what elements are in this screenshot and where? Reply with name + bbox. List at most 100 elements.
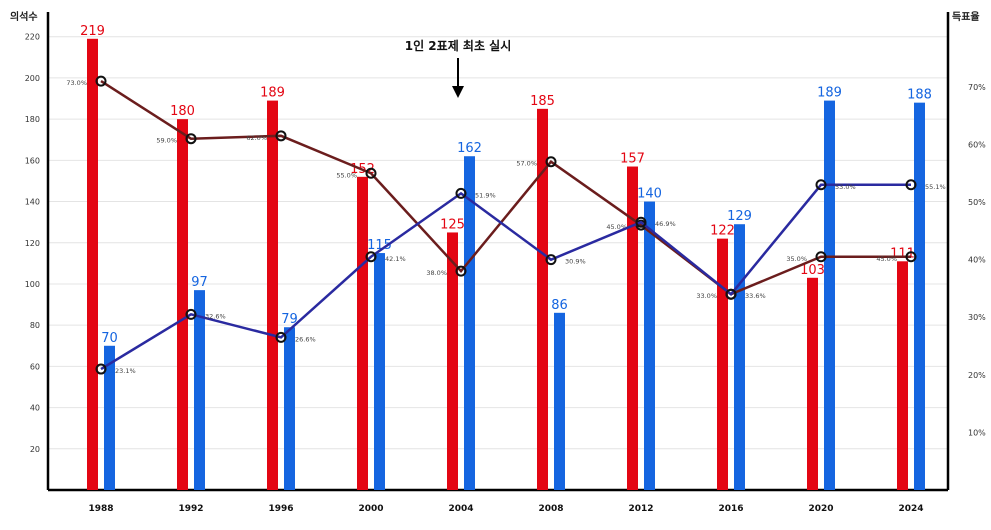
bar <box>897 261 908 490</box>
bar-data-label: 219 <box>80 24 105 39</box>
line-point <box>95 75 107 87</box>
line-data-label: 26.6% <box>295 335 316 343</box>
bar-data-label: 140 <box>637 187 662 202</box>
line-point <box>905 179 917 191</box>
line-data-label: 30.9% <box>565 258 586 266</box>
bar-data-label: 97 <box>191 275 208 290</box>
bar <box>284 327 295 490</box>
bar <box>104 345 115 490</box>
line-data-label: 53.0% <box>835 183 856 191</box>
bar <box>177 119 188 490</box>
y-right-ticks: 10% 20% 30% 40% 50% 60% 70% <box>968 83 986 438</box>
bar <box>644 201 655 490</box>
bar <box>267 100 278 491</box>
y-right-tick-label: 50% <box>968 198 986 207</box>
line-data-label: 55.0% <box>336 171 357 179</box>
line-data-label: 57.0% <box>516 160 537 168</box>
series-line <box>100 183 911 371</box>
y-left-tick-label: 40 <box>30 404 40 413</box>
line-data-label: 46.9% <box>655 220 676 228</box>
bar-data-label: 185 <box>530 94 555 109</box>
line-point <box>905 251 917 263</box>
line-point <box>725 288 737 300</box>
x-tick-label: 2004 <box>448 504 473 514</box>
bar <box>734 224 745 490</box>
x-tick-label: 2000 <box>358 504 383 514</box>
bar-data-label: 70 <box>101 331 118 346</box>
y-left-tick-label: 160 <box>25 156 40 165</box>
bar-data-label: 180 <box>170 104 195 119</box>
bar <box>464 156 475 491</box>
x-tick-label: 2024 <box>898 504 923 514</box>
annotation-text: 1인 2표제 최초 실시 <box>405 38 512 53</box>
x-tick-label: 1992 <box>178 504 203 514</box>
line-point <box>365 167 377 179</box>
annotation-arrow <box>452 58 464 98</box>
x-tick-label: 1996 <box>268 504 293 514</box>
line-point <box>815 251 827 263</box>
x-tick-label: 2008 <box>538 504 563 514</box>
bar <box>554 312 565 490</box>
line-point <box>635 216 647 228</box>
y-right-tick-label: 60% <box>968 140 986 149</box>
bar-data-label: 122 <box>710 224 735 239</box>
x-tick-label: 2016 <box>718 504 743 514</box>
bar-data-label: 189 <box>260 86 285 101</box>
bar <box>717 238 728 490</box>
y-left-tick-label: 20 <box>30 445 40 454</box>
line-point <box>455 265 467 277</box>
series-line <box>100 80 911 296</box>
y-left-tick-label: 100 <box>25 280 40 289</box>
line-point <box>275 130 287 142</box>
line-point <box>545 156 557 168</box>
bar <box>87 38 98 490</box>
bar-data-label: 129 <box>727 209 752 224</box>
y-right-tick-label: 70% <box>968 83 986 92</box>
y-right-label: 득표율 <box>952 11 980 23</box>
bar <box>357 176 368 491</box>
bar-data-label: 125 <box>440 217 465 232</box>
line-data-label: 55.1% <box>925 183 946 191</box>
y-left-tick-label: 220 <box>25 33 40 42</box>
line-point <box>185 308 197 320</box>
x-tick-label: 2020 <box>808 504 833 514</box>
bar-data-label: 189 <box>817 86 842 101</box>
line-point <box>815 179 827 191</box>
line-data-label: 23.1% <box>115 367 136 375</box>
y-left-tick-label: 80 <box>30 321 40 330</box>
line-data-label: 45.0% <box>606 223 627 231</box>
bar-data-label: 86 <box>551 298 568 313</box>
line-data-label: 59.0% <box>156 137 177 145</box>
y-right-tick-label: 40% <box>968 256 986 265</box>
line-data-label: 62.0% <box>246 134 267 142</box>
y-right-tick-label: 30% <box>968 313 986 322</box>
line-point <box>185 133 197 145</box>
bar-data-label: 188 <box>907 88 932 103</box>
y-left-label: 의석수 <box>10 10 38 23</box>
line-point <box>275 331 287 343</box>
bar <box>914 102 925 490</box>
x-tick-labels: 1988 1992 1996 2000 2004 2008 2012 2016 2020 2024 <box>88 504 923 514</box>
x-tick-label: 2012 <box>628 504 653 514</box>
bar <box>627 166 638 490</box>
line-data-label: 35.0% <box>786 255 807 263</box>
bar-data-label: 79 <box>281 312 298 327</box>
bar-data-label: 115 <box>367 238 392 253</box>
bars: 2191801891521251851571221031117097791151… <box>80 24 932 491</box>
y-left-tick-label: 180 <box>25 115 40 124</box>
line-data-label: 51.9% <box>475 191 496 199</box>
lines: 73.0% 59.0% 62.0% 55.0% 38.0% 57.0% 45.0% 33.0%… <box>66 75 946 375</box>
bar-data-label: 103 <box>800 263 825 278</box>
line-data-label: 42.1% <box>385 255 406 263</box>
bar <box>807 277 818 490</box>
y-left-tick-label: 60 <box>30 362 40 371</box>
y-right-tick-label: 10% <box>968 428 986 437</box>
y-left-tick-label: 140 <box>25 198 40 207</box>
bar <box>374 253 385 490</box>
y-left-ticks: 20 40 60 80 100 120 140 160 180 200 220 <box>25 33 40 454</box>
bar <box>447 232 458 490</box>
bar-data-label: 157 <box>620 152 645 167</box>
bar-data-label: 162 <box>457 141 482 156</box>
y-left-tick-label: 120 <box>25 239 40 248</box>
